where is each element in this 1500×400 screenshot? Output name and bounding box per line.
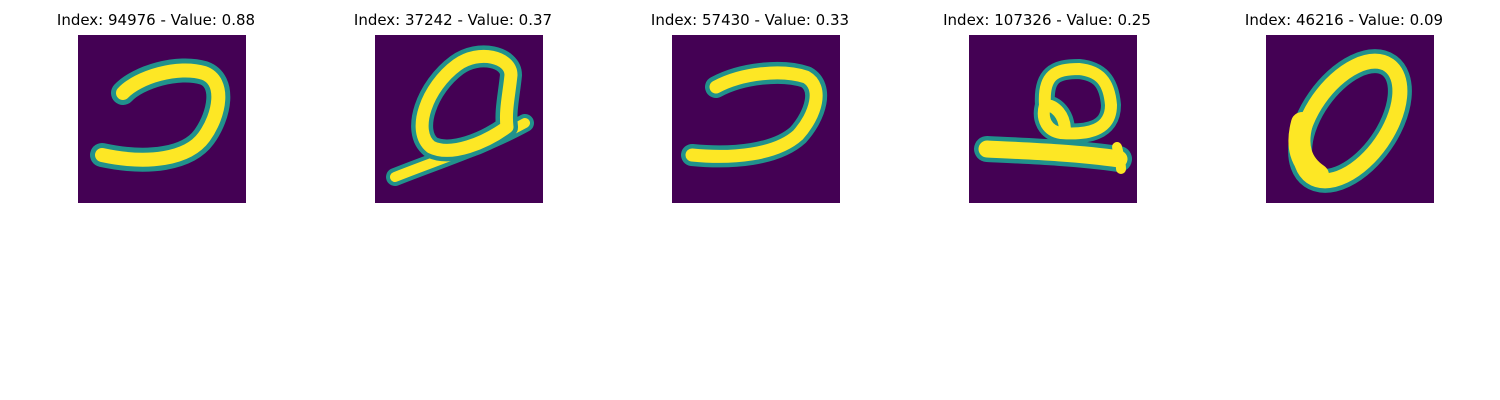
panel-title: Index: 57430 - Value: 0.33 <box>650 11 850 29</box>
sample-panel-3: Index: 57430 - Value: 0.33 <box>600 0 900 210</box>
panel-title: Index: 46216 - Value: 0.09 <box>1244 11 1444 29</box>
panel-title: Index: 94976 - Value: 0.88 <box>56 11 256 29</box>
digit-image-icon <box>375 35 543 203</box>
digit-image-icon <box>1266 35 1434 203</box>
digit-image-icon <box>672 35 840 203</box>
panel-title: Index: 37242 - Value: 0.37 <box>353 11 553 29</box>
sample-panel-1: Index: 94976 - Value: 0.88 <box>6 0 306 210</box>
digit-image-icon <box>969 35 1137 203</box>
sample-panel-2: Index: 37242 - Value: 0.37 <box>303 0 603 210</box>
sample-panel-4: Index: 107326 - Value: 0.25 <box>897 0 1197 210</box>
panel-title: Index: 107326 - Value: 0.25 <box>943 11 1151 29</box>
sample-panel-5: Index: 46216 - Value: 0.09 <box>1194 0 1494 210</box>
digit-image-icon <box>78 35 246 203</box>
